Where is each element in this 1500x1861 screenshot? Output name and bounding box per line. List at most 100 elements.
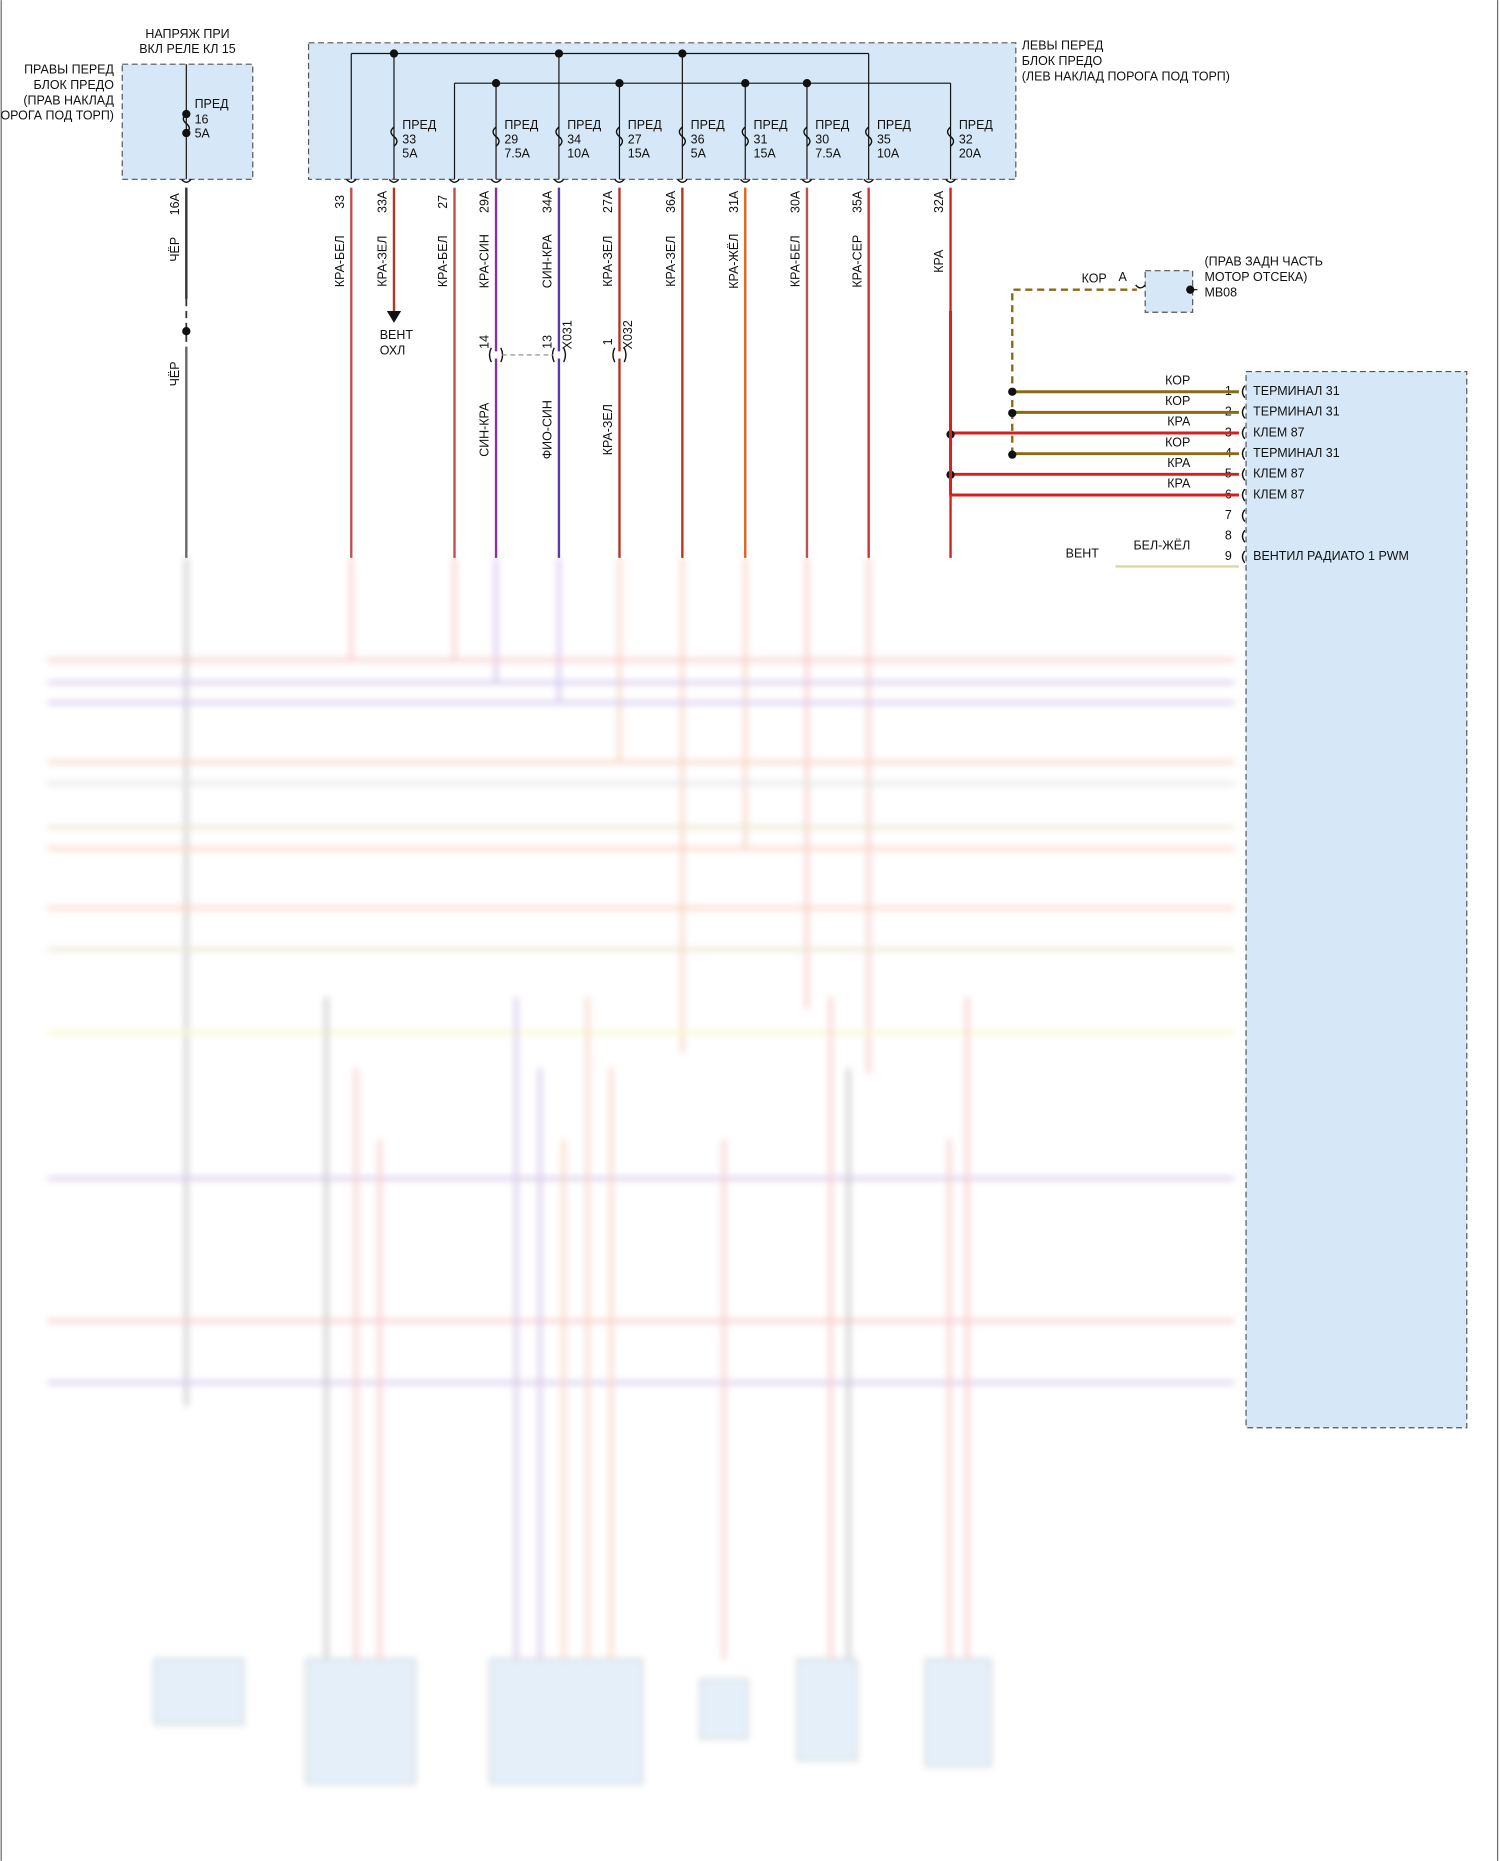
fuse-symbol [678,126,687,147]
label: 7.5A [815,147,841,161]
fuse-symbol [492,126,500,147]
junction [1008,408,1017,418]
blurred-component [153,1658,244,1726]
label: КРА [1167,456,1191,470]
junction [1008,387,1017,396]
label: X031 [561,320,575,349]
label: ВЕНТ [1066,547,1100,561]
label: MB08 [1205,286,1238,300]
label: ПРЕД [691,118,726,132]
label: БЕЛ-ЖЁЛ [1133,539,1190,553]
pin-mark [1241,550,1246,564]
label: МОТОР ОТСЕКА) [1205,270,1308,284]
pin-mark [739,178,751,183]
blurred-component [489,1658,643,1785]
pin-mark [1241,447,1246,461]
blurred-area [47,557,1235,1785]
label: 29A [478,190,492,213]
label: ПРЕД [754,118,789,132]
pin-mark [945,178,956,183]
label: 32 [959,132,973,146]
label: 31 [754,132,768,146]
label: ОХЛ [380,344,406,358]
pin-mark [1135,284,1146,289]
label: КРА-ЗЕЛ [376,236,390,287]
label: 31A [727,190,741,213]
pin-mark [388,178,400,183]
label: 33A [376,190,390,213]
fuse-symbol [615,126,624,147]
label: КРА [1167,415,1191,429]
label: 14 [478,335,492,349]
label: КОР [1082,271,1107,285]
label: ТЕРМИНАЛ 31 [1253,384,1340,398]
label: КРА [932,249,946,273]
main-fuse-box [307,42,1017,180]
pin-mark [1241,529,1246,543]
label: 36A [664,190,678,213]
label: 34A [541,190,555,213]
pin-mark [863,178,874,183]
label: КРА-БЕЛ [436,235,450,287]
pin-mark [490,178,502,183]
label: ФИО-СИН [541,400,555,459]
label: 8 [1225,529,1232,543]
pin-mark [553,178,565,183]
label: КРА-ЖЁЛ [727,234,741,289]
label: 10A [567,147,590,161]
fuse-symbol [555,126,563,147]
label: 7 [1225,508,1232,522]
label: 20A [959,147,982,161]
pin-mark [1241,509,1246,523]
label: 5A [195,127,211,141]
label: 32A [932,190,946,213]
label: ПРЕД [504,118,539,132]
label: ВЕНТ [380,328,414,342]
fuse-symbol [741,126,749,147]
label: КОР [1165,373,1190,387]
arrow [386,311,402,323]
label: КРА-БЕЛ [333,235,347,287]
label: ТЕРМИНАЛ 31 [1253,405,1340,419]
label: ВКЛ РЕЛЕ КЛ 15 [139,42,236,56]
label: 7.5A [504,147,530,161]
pin-mark [1241,406,1246,419]
blurred-component [925,1658,992,1767]
label: 34 [567,132,581,146]
label: БЛОК ПРЕДО [33,78,114,92]
label: 16A [168,192,182,215]
label: 33 [333,195,347,209]
label: X032 [621,320,635,349]
label: ПРЕД [877,118,912,132]
label: ЧЁР [168,361,182,386]
label: 27A [601,190,615,213]
module-box [1245,370,1468,1429]
pin-mark [449,178,460,183]
label: 13 [541,335,555,349]
label: (ПРАВ ЗАДН ЧАСТЬ [1205,255,1323,269]
label: 30A [789,190,803,213]
label: КРА-ЗЕЛ [601,236,615,287]
label: 16 [195,112,209,126]
label: ПРЕД [628,118,663,132]
label: 10A [877,147,900,161]
pin-mark [1241,426,1246,440]
label: ПРЕД [402,118,437,132]
label: 15A [628,147,651,161]
label: 27 [436,195,450,209]
label: КЛЕМ 87 [1253,487,1304,501]
pin-mark [614,178,625,183]
pin-mark [677,178,688,183]
label: КОР [1165,394,1190,408]
fuse-symbol [865,126,873,147]
fuse-symbol [946,126,955,147]
pin-mark [801,178,813,183]
pin-mark [181,178,192,183]
label: 35A [850,190,864,213]
label: КРА-БЕЛ [789,235,803,287]
label: 15A [754,147,777,161]
blurred-component [305,1658,416,1785]
label: ПОРОГА ПОД ТОРП) [0,109,114,123]
